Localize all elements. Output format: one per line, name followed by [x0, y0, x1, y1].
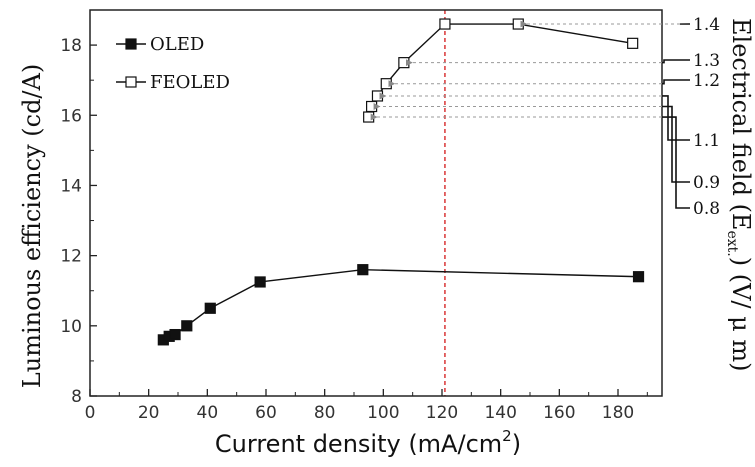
data-point-feoled-0	[363, 111, 375, 123]
data-point-oled-5	[254, 276, 266, 288]
data-point-oled-2	[169, 328, 181, 341]
y-tick-label-5: 18	[60, 36, 82, 56]
field-label-1: 1.3	[693, 51, 720, 71]
x-tick-label-9: 180	[602, 403, 634, 423]
data-point-oled-4	[204, 302, 216, 314]
x-tick-label-2: 40	[197, 403, 219, 423]
x-tick-label-4: 80	[314, 403, 336, 423]
data-point-oled-6	[357, 264, 369, 276]
x-tick-label-3: 60	[255, 403, 277, 423]
x-tick-label-1: 20	[138, 403, 160, 423]
field-label-3: 1.1	[693, 131, 720, 151]
data-point-feoled-6	[512, 18, 524, 30]
field-connector-4	[662, 105, 690, 183]
right-axis-title-subscript: ext.	[724, 230, 740, 256]
data-point-feoled-7	[627, 37, 639, 49]
data-point-feoled-3	[380, 78, 392, 90]
x-tick-label-5: 100	[367, 403, 399, 423]
x-tick-label-6: 120	[426, 403, 458, 423]
field-connector-5	[662, 116, 690, 209]
x-axis-title-superscript: 2	[502, 427, 512, 445]
x-axis-title: Current density (mA/cm2)	[215, 427, 521, 458]
plot-frame	[89, 9, 663, 397]
y-tick-label-2: 12	[60, 247, 82, 267]
legend-label-feoled: FEOLED	[150, 72, 230, 93]
x-tick-label-0: 0	[85, 403, 96, 423]
data-point-oled-7	[632, 271, 645, 283]
series-line-oled	[162, 268, 639, 341]
field-label-0: 1.4	[693, 15, 720, 35]
field-connector-1	[662, 59, 690, 64]
y-tick-label-3: 14	[60, 176, 82, 196]
right-axis-title-main: Electrical field (E	[727, 18, 755, 230]
data-point-feoled-2	[371, 90, 384, 102]
field-label-2: 1.2	[693, 71, 720, 91]
data-point-feoled-4	[398, 57, 410, 69]
field-connector-3	[662, 95, 690, 141]
data-point-oled-3	[181, 320, 193, 332]
series-line-feoled	[367, 23, 633, 118]
y-tick-label-0: 8	[71, 387, 82, 407]
field-label-5: 0.8	[693, 199, 720, 219]
y-tick-label-1: 10	[60, 317, 82, 337]
y-tick-label-4: 16	[60, 106, 82, 126]
legend: OLED FEOLED	[116, 34, 230, 93]
legend-label-oled: OLED	[150, 34, 204, 55]
x-tick-label-7: 140	[484, 403, 516, 423]
legend-marker-feoled	[125, 76, 137, 88]
legend-marker-oled	[125, 38, 137, 50]
field-label-4: 0.9	[693, 173, 720, 193]
axes: 0 20 40 60 80 100 120 140 160 180 8 10 12 14 16 18	[60, 9, 663, 423]
x-axis-title-main: Current density (mA/cm	[215, 430, 502, 458]
right-axis-title-end: ) (V/ μ m)	[727, 257, 755, 372]
field-connector-2	[662, 79, 690, 85]
y-axis-title: Luminous efficiency (cd/A)	[18, 64, 46, 388]
x-tick-label-8: 160	[543, 403, 575, 423]
x-axis-title-end: )	[512, 430, 521, 458]
series-layer	[157, 18, 645, 346]
data-point-feoled-5	[439, 18, 451, 30]
electrical-field-annotations: 1.4 1.31.2 1.1 0.9 0.8	[370, 15, 720, 219]
data-point-feoled-1	[366, 100, 378, 113]
right-axis-title: Electrical field (Eext.) (V/ μ m)	[724, 18, 755, 371]
